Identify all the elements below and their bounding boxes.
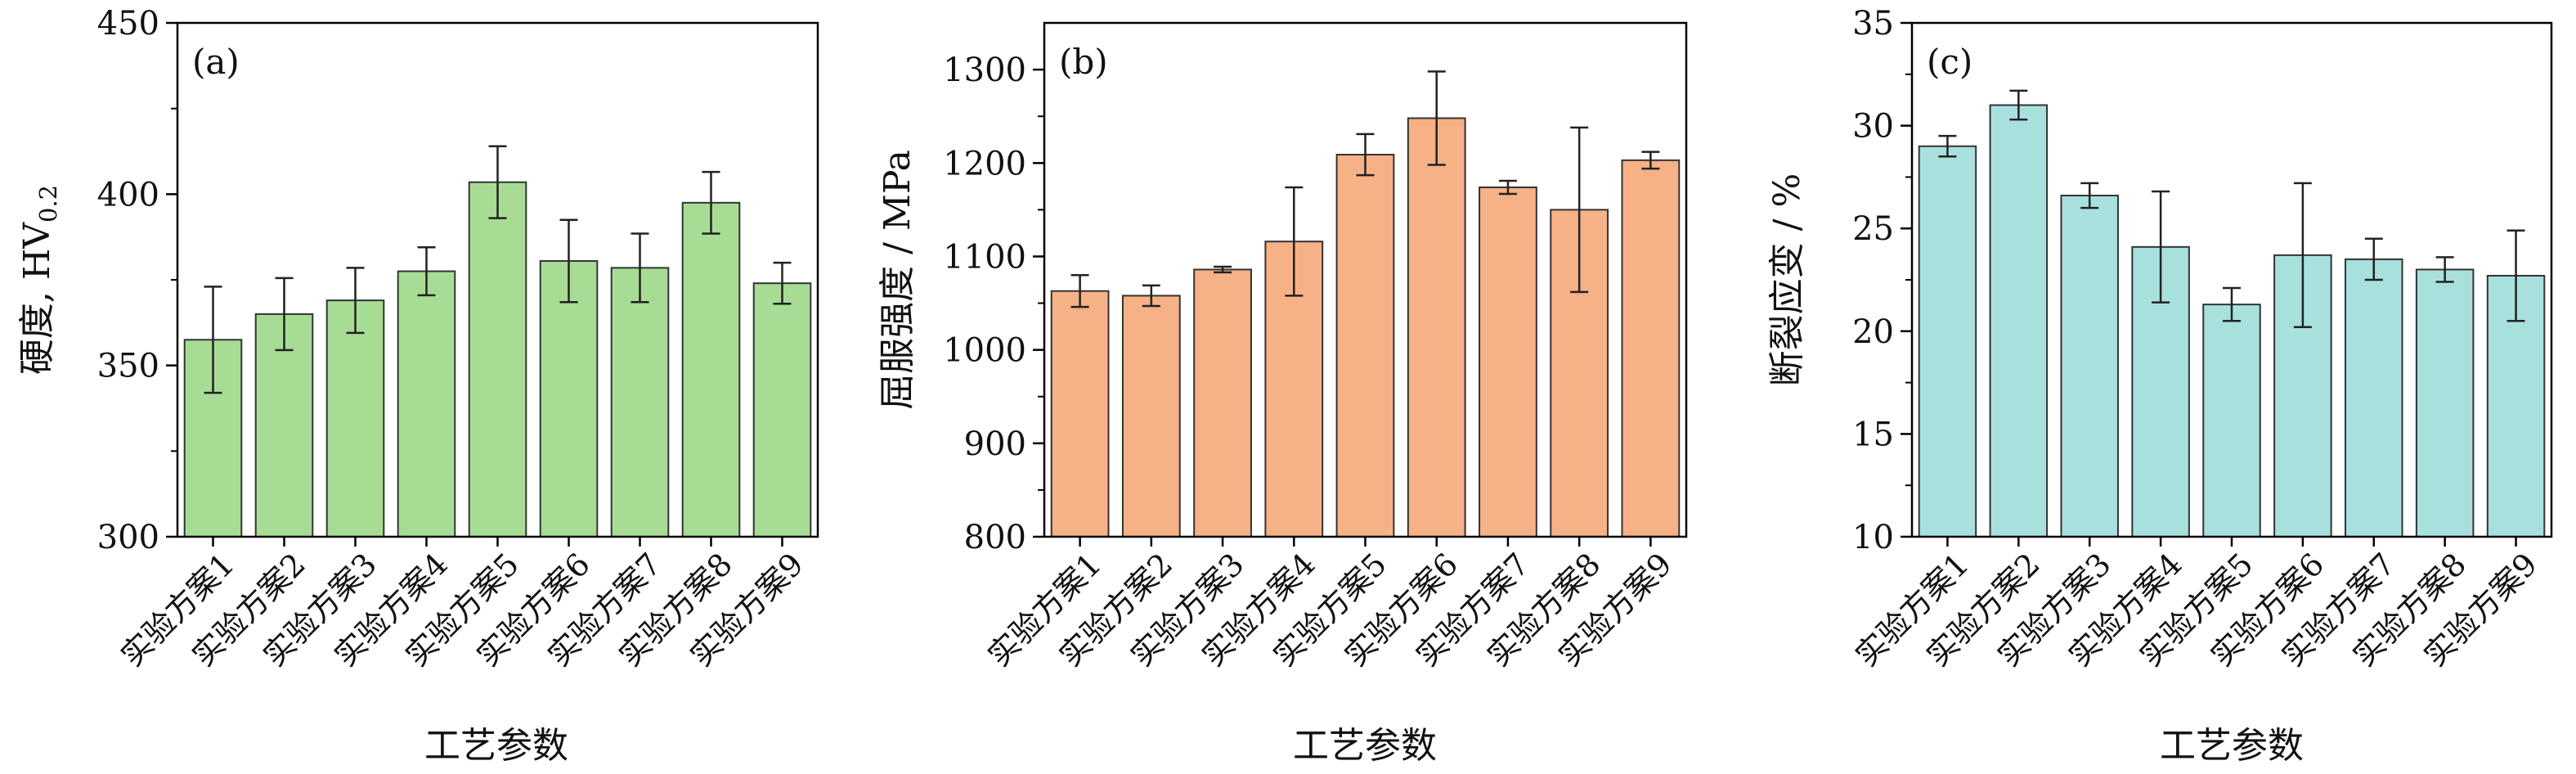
error-bar-8 [1570, 126, 1589, 294]
bar-3 [1193, 268, 1252, 538]
error-bar-8 [702, 170, 720, 235]
y-tick-label: 35 [1852, 5, 1894, 43]
error-bar-1 [204, 286, 222, 394]
error-bar-6 [1427, 70, 1446, 166]
bar-7 [2345, 258, 2403, 538]
bar-5 [1335, 153, 1395, 538]
error-bar-2 [275, 277, 294, 352]
y-tick-label: 300 [97, 519, 159, 556]
bar-2 [1989, 104, 2049, 538]
bar-1 [1050, 290, 1110, 538]
bar-7 [610, 267, 670, 538]
bar-8 [2415, 268, 2475, 538]
error-bar-7 [2364, 237, 2383, 281]
y-axis-title: 断裂应变 / % [1766, 173, 1808, 387]
error-bar-9 [773, 261, 792, 305]
bar-9 [1621, 159, 1681, 538]
error-bar-7 [631, 232, 649, 304]
x-axis-title: 工艺参数 [1293, 725, 1437, 767]
chart-panel-3: 101520253035实验方案1实验方案2实验方案3实验方案4实验方案5实验方… [1766, 5, 2553, 767]
panel-label: (b) [1059, 42, 1108, 82]
bar-9 [752, 282, 812, 538]
y-axis-title: 屈服强度 / MPa [877, 150, 918, 410]
error-bar-9 [2506, 229, 2525, 322]
error-bar-3 [346, 267, 365, 335]
error-bar-1 [1938, 134, 1957, 158]
error-bar-4 [417, 245, 436, 297]
bar-3 [325, 299, 385, 538]
y-tick-label: 350 [97, 348, 159, 385]
y-tick-label: 30 [1852, 108, 1894, 146]
bar-3 [2060, 195, 2119, 538]
y-tick-label: 20 [1852, 313, 1894, 351]
y-tick-label: 25 [1852, 210, 1894, 248]
y-tick-label: 1100 [943, 238, 1026, 276]
bar-7 [1479, 186, 1537, 538]
bar-1 [1918, 145, 1977, 538]
error-bar-4 [2152, 190, 2170, 304]
y-tick-label: 900 [964, 425, 1026, 463]
error-bar-2 [1142, 284, 1160, 308]
x-axis-title: 工艺参数 [424, 725, 568, 767]
bar-5 [468, 181, 527, 538]
panel-label: (c) [1927, 42, 1972, 82]
y-tick-label: 1200 [943, 145, 1026, 182]
error-bar-5 [2223, 286, 2241, 322]
error-bar-7 [1498, 179, 1517, 196]
y-tick-label: 1000 [943, 332, 1026, 370]
y-axis-title-text: 断裂应变 / % [1766, 173, 1808, 387]
y-axis-title-text: 屈服强度 / MPa [877, 150, 918, 410]
error-bar-6 [2293, 182, 2312, 329]
y-tick-label: 800 [964, 519, 1026, 556]
y-tick-label: 10 [1852, 519, 1894, 556]
error-bar-5 [1356, 133, 1375, 177]
error-bar-3 [2080, 182, 2099, 209]
error-bar-8 [2435, 256, 2454, 283]
error-bar-9 [1641, 151, 1660, 170]
chart-panel-2: 8009001000110012001300实验方案1实验方案2实验方案3实验方… [877, 21, 1688, 767]
y-axis-title: 硬度, HV0.2 [16, 185, 62, 375]
y-tick-label: 400 [97, 176, 159, 214]
y-tick-label: 15 [1852, 416, 1894, 453]
error-bar-6 [559, 218, 578, 304]
y-axis-title-text: 硬度, HV [16, 222, 58, 375]
error-bar-5 [488, 145, 507, 219]
y-tick-label: 450 [97, 5, 159, 43]
error-bar-1 [1070, 274, 1089, 308]
bar-8 [681, 201, 741, 538]
error-bar-2 [2009, 89, 2028, 121]
panel-label: (a) [192, 42, 240, 82]
chart-panel-1: 300350400450实验方案1实验方案2实验方案3实验方案4实验方案5实验方… [16, 5, 819, 767]
y-tick-label: 1300 [943, 52, 1026, 89]
bar-6 [1407, 117, 1466, 538]
bar-2 [1121, 295, 1181, 538]
bar-5 [2202, 304, 2261, 538]
y-axis-title-subscript: 0.2 [34, 185, 62, 223]
x-axis-title: 工艺参数 [2160, 725, 2304, 767]
bar-6 [2273, 254, 2332, 538]
bar-6 [539, 259, 599, 538]
error-bar-4 [1285, 186, 1304, 297]
error-bar-3 [1214, 265, 1232, 274]
bar-4 [397, 270, 456, 538]
